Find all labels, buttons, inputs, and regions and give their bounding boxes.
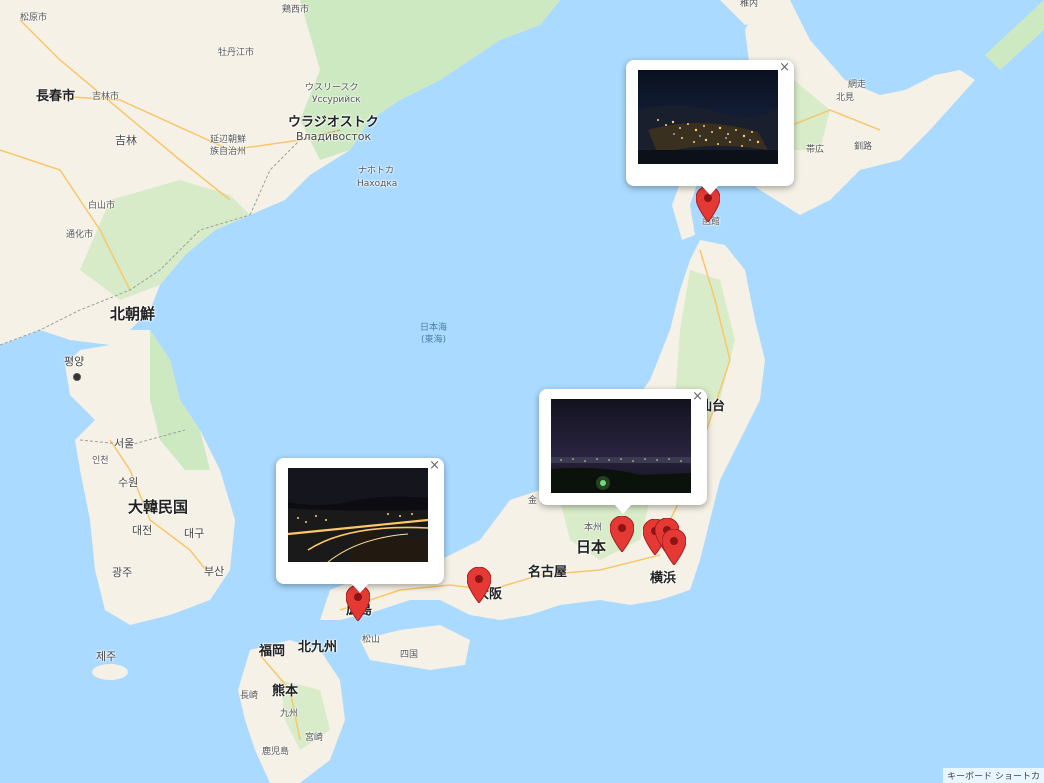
label-nagoya: 名古屋 bbox=[528, 565, 568, 580]
label-jixi: 鶏西市 bbox=[282, 5, 310, 15]
label-nagasaki: 長崎 bbox=[240, 691, 259, 701]
label-japan: 日本 bbox=[576, 538, 607, 556]
label-kitakyushu: 北九州 bbox=[298, 640, 338, 655]
map-marker-icon-yamanashi[interactable] bbox=[610, 516, 634, 552]
label-changchun: 長春市 bbox=[36, 89, 76, 104]
land-korea bbox=[65, 330, 235, 625]
close-icon[interactable]: × bbox=[692, 389, 703, 404]
label-incheon: 인천 bbox=[92, 456, 109, 466]
label-shikoku: 四国 bbox=[400, 650, 419, 660]
label-kumamoto: 熊本 bbox=[272, 684, 299, 699]
label-gwangju: 광주 bbox=[112, 566, 133, 579]
label-seoul: 서울 bbox=[114, 437, 135, 450]
label-yanbian: 延辺朝鮮 族自治州 bbox=[210, 135, 247, 157]
label-daejeon: 대전 bbox=[132, 524, 153, 537]
land-shikoku bbox=[360, 625, 470, 670]
label-abashiri: 網走 bbox=[848, 80, 867, 90]
label-pyongyang: 평양 bbox=[64, 355, 85, 368]
label-jilin-prov: 吉林 bbox=[115, 134, 137, 147]
label-miyazaki: 宮崎 bbox=[305, 733, 324, 743]
label-fukuoka: 福岡 bbox=[259, 644, 286, 659]
label-obihiro: 帯広 bbox=[806, 145, 825, 155]
label-suwon: 수원 bbox=[118, 476, 139, 489]
label-north-korea: 北朝鮮 bbox=[110, 305, 156, 323]
map-marker-icon-tokyo-3[interactable] bbox=[662, 529, 686, 565]
label-kushiro: 釧路 bbox=[854, 142, 873, 152]
close-icon[interactable]: × bbox=[429, 458, 440, 473]
label-jilin-city: 吉林市 bbox=[92, 92, 120, 102]
label-daegu: 대구 bbox=[184, 527, 205, 540]
label-wakkanai: 稚内 bbox=[740, 0, 759, 9]
label-nakhodka-ja: ナホトカ bbox=[358, 166, 395, 176]
label-nakhodka-ru: Находка bbox=[357, 179, 398, 189]
label-kanazawa: 金 bbox=[528, 496, 538, 506]
map-marker-icon-osaka[interactable] bbox=[467, 567, 491, 603]
label-busan: 부산 bbox=[204, 565, 225, 578]
label-baishan: 白山市 bbox=[88, 201, 116, 211]
label-matsubara: 松原市 bbox=[20, 13, 48, 23]
label-jeju: 제주 bbox=[96, 650, 117, 663]
close-icon[interactable]: × bbox=[779, 60, 790, 75]
info-window-kanto: × bbox=[539, 389, 707, 514]
label-ussuriysk-ja: ウスリースク bbox=[305, 83, 359, 93]
city-dot-pyongyang bbox=[73, 373, 81, 381]
night-view-photo-kanto bbox=[551, 399, 691, 493]
label-yokohama: 横浜 bbox=[650, 571, 677, 586]
label-vladivostok-ru: Владивосток bbox=[296, 130, 372, 143]
label-kyushu: 九州 bbox=[280, 709, 299, 719]
label-kitami: 北見 bbox=[836, 93, 855, 103]
night-view-photo-hakodate bbox=[638, 70, 778, 164]
label-matsuyama: 松山 bbox=[362, 635, 381, 645]
label-south-korea: 大韓民国 bbox=[128, 498, 189, 516]
label-mudanjiang: 牡丹江市 bbox=[218, 48, 255, 58]
label-ussuriysk-ru: Уссурийск bbox=[312, 95, 361, 105]
night-view-photo-hiroshima bbox=[288, 468, 428, 562]
label-sea-of-japan: 日本海 (東海) bbox=[420, 323, 448, 345]
label-vladivostok-ja: ウラジオストク bbox=[288, 115, 379, 130]
label-tonghua: 通化市 bbox=[66, 230, 94, 240]
info-window-hakodate: × bbox=[626, 60, 794, 195]
keyboard-shortcuts-link[interactable]: キーボード ショートカ bbox=[943, 768, 1044, 783]
info-window-hiroshima: × bbox=[276, 458, 444, 593]
label-hakodate: 函館 bbox=[702, 217, 721, 227]
label-honshu: 本州 bbox=[584, 523, 603, 533]
label-kagoshima: 鹿児島 bbox=[262, 747, 290, 757]
